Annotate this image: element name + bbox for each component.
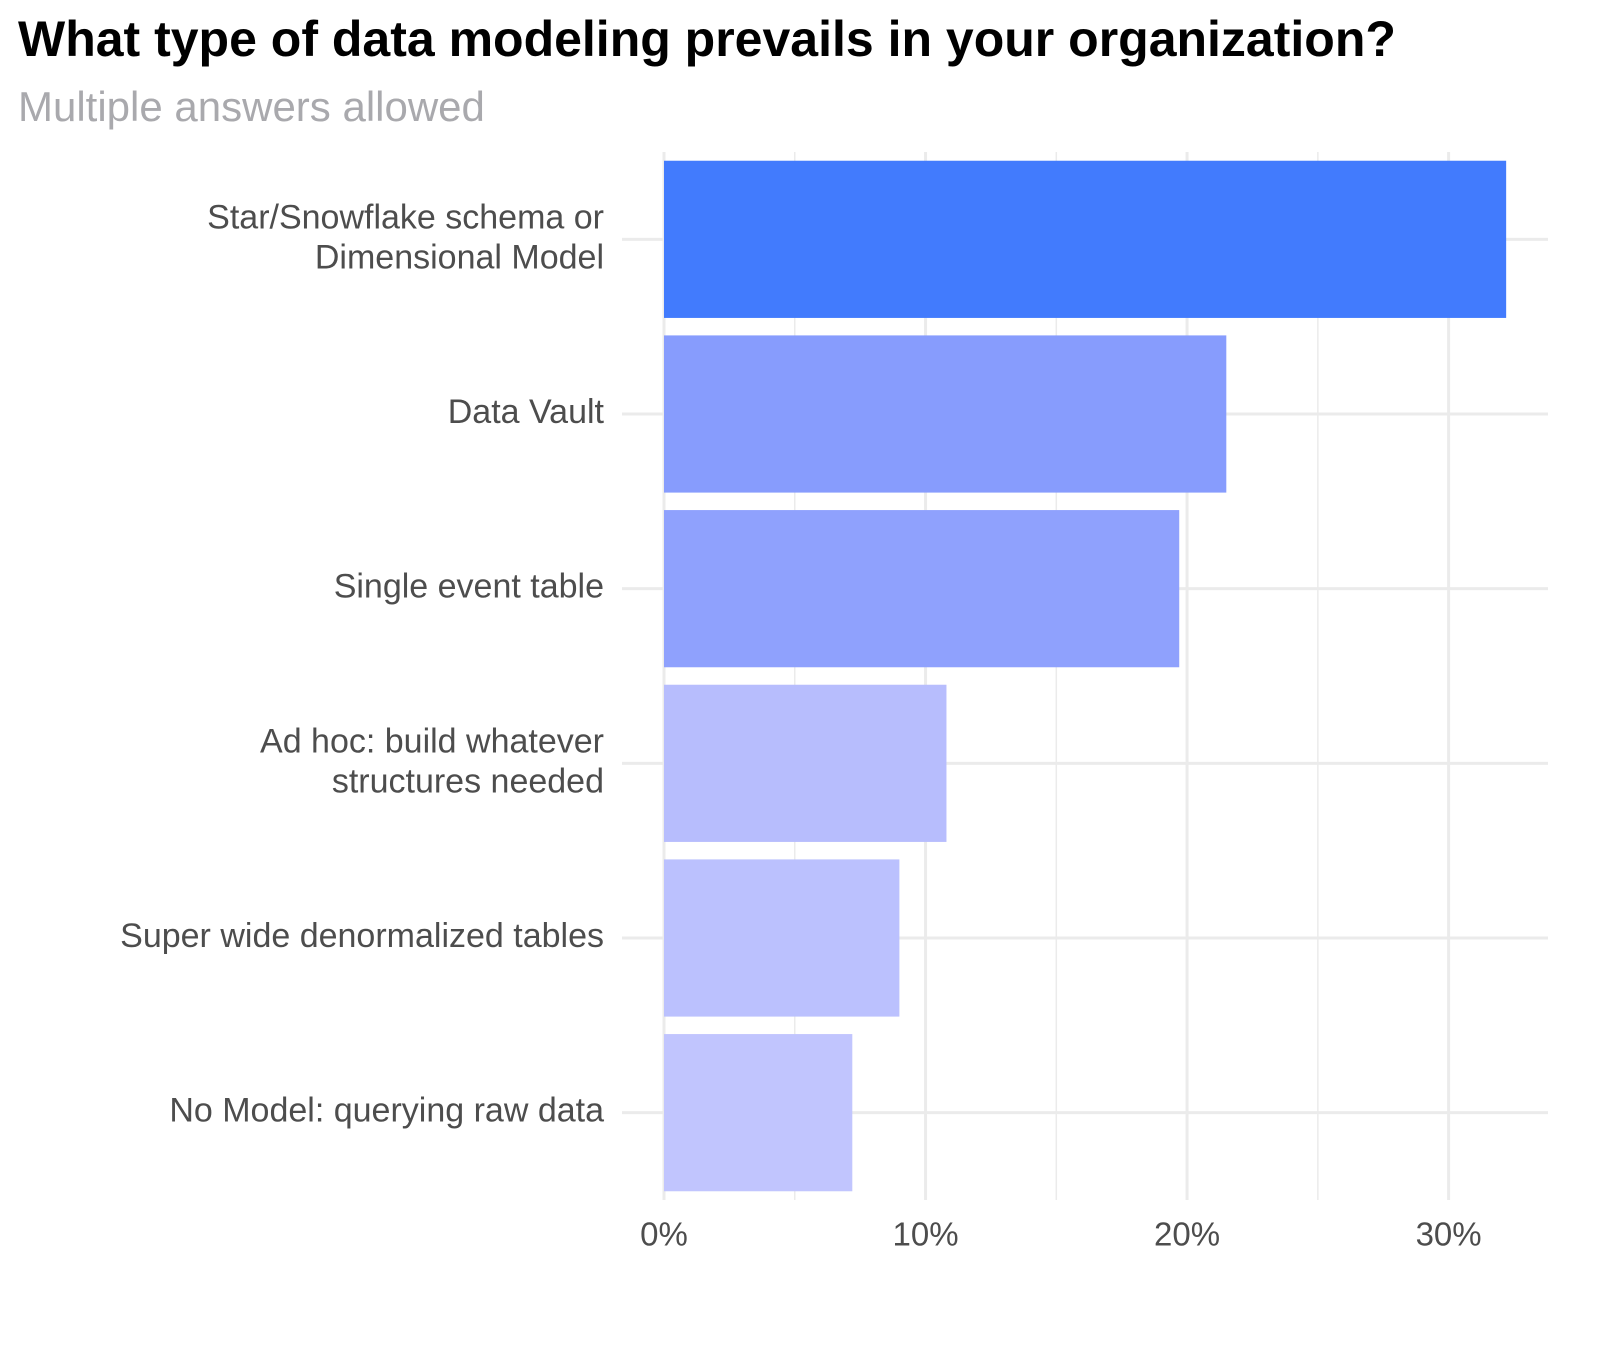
bar [664, 160, 1507, 318]
category-label: Single event table [334, 568, 604, 606]
category-label: Dimensional Model [315, 238, 604, 276]
chart-title: What type of data modeling prevails in y… [18, 11, 1396, 67]
bar [664, 335, 1227, 493]
bar [664, 1034, 853, 1192]
bar [664, 684, 947, 842]
category-label: Star/Snowflake schema or [207, 198, 604, 236]
category-label: Super wide denormalized tables [120, 917, 604, 955]
x-axis-ticks: 0% 10% 20% 30% [640, 1216, 1481, 1253]
x-tick-label: 10% [893, 1216, 959, 1253]
x-tick-label: 20% [1154, 1216, 1220, 1253]
chart-subtitle: Multiple answers allowed [18, 83, 485, 130]
category-label: structures needed [332, 762, 604, 800]
bar [664, 859, 900, 1017]
x-tick-label: 30% [1416, 1216, 1482, 1253]
category-label: No Model: querying raw data [169, 1092, 604, 1130]
x-tick-label: 0% [640, 1216, 688, 1253]
category-label: Data Vault [448, 393, 605, 431]
bar-layer [664, 160, 1507, 1192]
bar [664, 510, 1180, 668]
category-label: Ad hoc: build whatever [260, 722, 604, 760]
